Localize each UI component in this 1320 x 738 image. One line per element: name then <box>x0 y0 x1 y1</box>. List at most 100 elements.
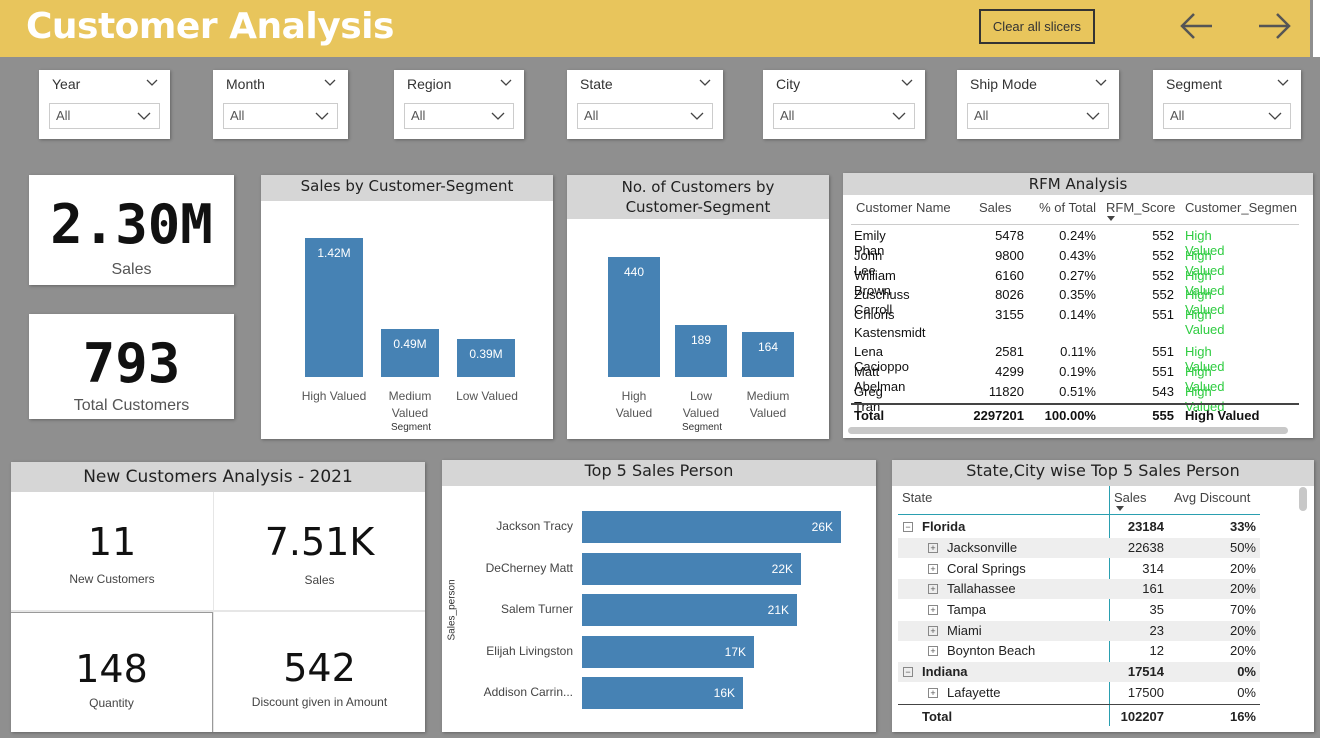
row-sales: 12 <box>1149 643 1164 658</box>
expand-icon[interactable]: + <box>928 646 938 656</box>
slicer-dropdown[interactable]: All <box>1163 103 1291 129</box>
bar-low-valued[interactable] <box>457 339 515 377</box>
state-row-florida[interactable]: − Florida 23184 33% <box>898 517 1260 537</box>
row-discount: 0% <box>1237 685 1256 700</box>
chevron-down-icon[interactable] <box>699 78 711 88</box>
column-header[interactable]: Customer_Segmen <box>1185 200 1297 215</box>
expand-icon[interactable]: + <box>928 626 938 636</box>
city-row[interactable]: + Lafayette 17500 0% <box>898 683 1260 703</box>
expand-icon[interactable]: + <box>928 605 938 615</box>
slicer-dropdown[interactable]: All <box>773 103 915 129</box>
clear-slicers-button[interactable]: Clear all slicers <box>979 9 1095 44</box>
cell-pct: 0.19% <box>1059 364 1096 379</box>
city-row[interactable]: + Miami 23 20% <box>898 621 1260 641</box>
forward-arrow-icon[interactable] <box>1255 6 1295 46</box>
expand-icon[interactable]: + <box>928 564 938 574</box>
slicer-dropdown[interactable]: All <box>49 103 160 129</box>
bar-label: 16K <box>713 686 735 700</box>
chevron-down-icon[interactable] <box>901 78 913 88</box>
row-discount: 20% <box>1229 623 1256 638</box>
x-axis-title: Segment <box>681 422 723 433</box>
slicer-dropdown[interactable]: All <box>967 103 1109 129</box>
bar-high-valued[interactable] <box>608 257 660 377</box>
cell-sales: 5478 <box>995 228 1024 243</box>
column-header[interactable]: State <box>902 490 933 505</box>
column-header[interactable]: Sales <box>979 200 1012 215</box>
bar-medium-valued[interactable] <box>742 332 794 377</box>
column-header[interactable]: Customer Name <box>856 200 951 215</box>
bar-low-valued[interactable] <box>675 325 727 377</box>
slicer-dropdown[interactable]: All <box>404 103 514 129</box>
category-label: Jackson Tracy <box>496 519 573 533</box>
slicer-dropdown[interactable]: All <box>223 103 338 129</box>
slicer-year[interactable]: Year All <box>39 70 170 139</box>
slicer-label: Month <box>226 76 265 92</box>
x-axis-title: Segment <box>390 422 432 433</box>
slicer-region[interactable]: Region All <box>394 70 524 139</box>
city-row[interactable]: + Jacksonville 22638 50% <box>898 538 1260 558</box>
slicer-value: All <box>56 108 71 123</box>
row-name: Lafayette <box>947 685 1001 700</box>
category-label: Low Valued <box>456 389 518 403</box>
cell-pct: 0.24% <box>1059 228 1096 243</box>
state-row-indiana[interactable]: − Indiana 17514 0% <box>898 662 1260 682</box>
expand-icon[interactable]: + <box>928 688 938 698</box>
category-label: Medium Valued <box>388 389 432 420</box>
bar-jackson-tracy[interactable] <box>582 511 841 543</box>
slicer-state[interactable]: State All <box>567 70 723 139</box>
column-header[interactable]: % of Total <box>1039 200 1096 215</box>
back-arrow-icon[interactable] <box>1176 6 1216 46</box>
row-name: Miami <box>947 623 982 638</box>
category-label: Salem Turner <box>500 602 573 616</box>
row-sales: 23184 <box>1127 519 1164 534</box>
vertical-scrollbar[interactable] <box>1299 487 1307 511</box>
collapse-icon[interactable]: − <box>903 667 913 677</box>
city-row[interactable]: + Tampa 35 70% <box>898 600 1260 620</box>
cell-sales: 6160 <box>995 268 1024 283</box>
column-header[interactable]: Sales <box>1114 490 1147 505</box>
slicer-city[interactable]: City All <box>763 70 925 139</box>
horizontal-scrollbar[interactable] <box>848 427 1288 434</box>
column-header[interactable]: RFM_Score <box>1106 200 1176 215</box>
bar-salem-turner[interactable] <box>582 594 797 626</box>
bar-label: 164 <box>757 340 779 354</box>
city-row[interactable]: + Tallahassee 161 20% <box>898 579 1260 599</box>
chevron-down-icon[interactable] <box>1095 78 1107 88</box>
bar-elijah-livingston[interactable] <box>582 636 754 668</box>
slicer-segment[interactable]: Segment All <box>1153 70 1301 139</box>
expand-icon[interactable]: + <box>928 584 938 594</box>
slicer-value: All <box>780 108 795 123</box>
bar-label: 189 <box>690 333 712 347</box>
city-row[interactable]: + Coral Springs 314 20% <box>898 559 1260 579</box>
total-label: Total <box>854 408 885 423</box>
bar-medium-valued[interactable] <box>381 329 439 377</box>
category-label: High Valued <box>615 389 653 420</box>
collapse-icon[interactable]: − <box>903 522 913 532</box>
slicer-value: All <box>230 108 245 123</box>
chevron-down-icon <box>690 112 704 120</box>
chevron-down-icon[interactable] <box>146 78 158 88</box>
expand-icon[interactable]: + <box>928 543 938 553</box>
cell-score: 552 <box>1152 268 1174 283</box>
bar-addison-carrin[interactable] <box>582 677 743 709</box>
cell-segment: High Valued <box>1185 228 1225 258</box>
kpi-customers-value: 793 <box>82 332 181 395</box>
chevron-down-icon[interactable] <box>500 78 512 88</box>
sort-desc-icon <box>1107 216 1115 221</box>
slicer-label: Segment <box>1166 76 1223 92</box>
row-name: Indiana <box>922 664 968 679</box>
slicer-dropdown[interactable]: All <box>577 103 713 129</box>
slicer-month[interactable]: Month All <box>213 70 348 139</box>
bar-high-valued[interactable] <box>305 238 363 377</box>
row-name: Tallahassee <box>947 581 1016 596</box>
bar-decherney-matt[interactable] <box>582 553 801 585</box>
slicer-value: All <box>584 108 599 123</box>
column-header[interactable]: Avg Discount <box>1174 490 1251 505</box>
slicer-ship-mode[interactable]: Ship Mode All <box>957 70 1119 139</box>
row-discount: 20% <box>1229 643 1256 658</box>
kpi-card-customers: 793 Total Customers <box>29 314 234 419</box>
chevron-down-icon[interactable] <box>324 78 336 88</box>
city-row[interactable]: + Boynton Beach 12 20% <box>898 641 1260 661</box>
chevron-down-icon[interactable] <box>1277 78 1289 88</box>
rfm-analysis-table: RFM Analysis <box>843 173 1313 438</box>
